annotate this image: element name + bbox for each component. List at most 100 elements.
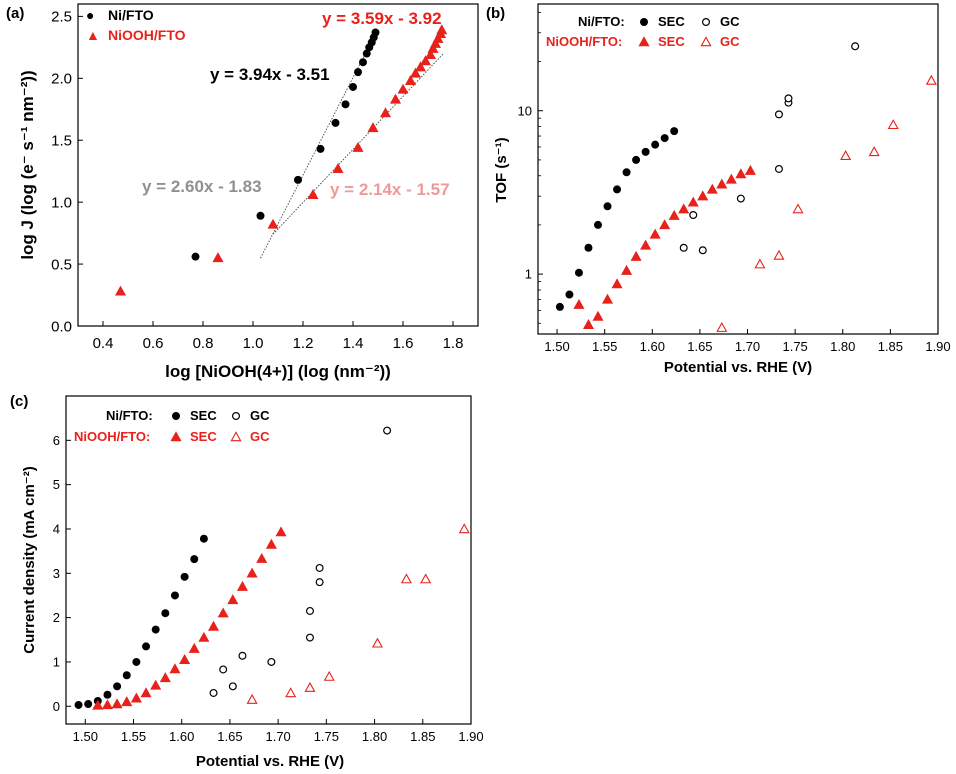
b-point-niooh-fto-gc (840, 150, 852, 161)
c-point-niooh-fto-sec (140, 687, 152, 698)
y-tick-label: 3 (53, 566, 60, 581)
b-point-ni-fto-sec (584, 243, 593, 252)
x-tick-label: 1.60 (169, 729, 194, 744)
c-point-niooh-fto-sec (130, 692, 142, 703)
y-tick-label: 1 (525, 267, 532, 282)
c-point-niooh-fto-sec (208, 620, 220, 631)
c-point-ni-fto-sec (122, 671, 131, 680)
b-point-niooh-fto-sec (735, 168, 747, 179)
c-point-niooh-fto-sec (92, 699, 104, 710)
b-point-niooh-fto-sec (668, 209, 680, 220)
x-tick-label: 1.80 (362, 729, 387, 744)
panel-label-a: (a) (6, 5, 24, 22)
c-point-ni-fto-gc (267, 657, 276, 666)
a-point-ni-fto (294, 175, 303, 184)
c-legend-marker-niooh-sec (170, 431, 182, 442)
legend-b-row2-label: NiOOH/FTO: (546, 34, 622, 49)
b-legend-marker-niooh-sec (638, 36, 650, 47)
c-legend-marker-niooh-gc (230, 431, 242, 442)
c-point-ni-fto-sec (190, 555, 199, 564)
a-point-niooh-fto (409, 67, 422, 78)
c-point-niooh-fto-sec (246, 567, 258, 578)
b-point-niooh-fto-sec (744, 164, 756, 175)
c-point-ni-fto-sec (151, 625, 160, 634)
legend-a: ● Ni/FTO ▲ NiOOH/FTO (86, 7, 186, 43)
a-point-ni-fto (359, 58, 368, 67)
legend-b: Ni/FTO: NiOOH/FTO: SEC GC SEC GC (546, 14, 740, 49)
x-tick-label: 1.70 (735, 339, 760, 354)
x-tick-label: 1.8 (443, 335, 464, 352)
c-point-niooh-fto-sec (256, 552, 268, 563)
c-point-ni-fto-sec (84, 700, 93, 709)
a-point-niooh-fto (267, 218, 279, 229)
x-axis-label-b: Potential vs. RHE (V) (664, 359, 812, 376)
a-point-niooh-fto (332, 162, 344, 173)
b-point-ni-fto-gc (851, 42, 860, 51)
fit-equation-pink: y = 2.14x - 1.57 (330, 180, 450, 199)
c-point-ni-fto-sec (132, 657, 141, 666)
y-tick-label: 0.5 (51, 256, 72, 273)
b-point-ni-fto-gc (679, 243, 688, 252)
c-point-niooh-fto-sec (198, 631, 210, 642)
legend-c-sec-1: SEC (190, 408, 217, 423)
c-point-ni-fto-sec (161, 609, 170, 618)
x-tick-label: 1.75 (314, 729, 339, 744)
b-point-niooh-fto-sec (678, 203, 690, 214)
c-legend-marker-ni-gc (232, 412, 241, 421)
y-axis-label-b: TOF (s⁻¹) (493, 137, 510, 202)
c-point-niooh-fto-sec (217, 607, 229, 618)
a-point-ni-fto (191, 252, 200, 261)
legend-c-row1-label: Ni/FTO: (106, 408, 153, 423)
b-point-ni-fto-sec (565, 290, 574, 299)
b-point-ni-fto-sec (603, 202, 612, 211)
c-point-niooh-fto-sec (179, 653, 191, 664)
x-tick-label: 1.50 (73, 729, 98, 744)
c-point-ni-fto-gc (315, 578, 324, 587)
y-tick-label: 0.0 (51, 318, 72, 335)
b-point-niooh-fto-gc (887, 119, 899, 130)
c-point-niooh-fto-sec (150, 679, 162, 690)
legend-c-gc-1: GC (250, 408, 270, 423)
b-point-niooh-fto-sec (716, 178, 728, 189)
a-point-ni-fto (354, 68, 363, 77)
y-tick-label: 2.5 (51, 9, 72, 26)
y-axis-label-c: Current density (mA cm⁻²) (21, 466, 38, 653)
b-point-niooh-fto-gc (792, 203, 804, 214)
x-tick-label: 1.6 (393, 335, 414, 352)
c-point-ni-fto-gc (238, 651, 247, 660)
x-tick-label: 1.90 (925, 339, 950, 354)
y-axis-label-a: log J (log (e⁻ s⁻¹ nm⁻²)) (18, 70, 37, 259)
b-point-niooh-fto-sec (630, 250, 642, 261)
x-tick-label: 1.2 (293, 335, 314, 352)
x-tick-label: 0.8 (193, 335, 214, 352)
x-axis-label-c: Potential vs. RHE (V) (196, 753, 344, 770)
x-tick-label: 1.75 (782, 339, 807, 354)
c-point-niooh-fto-gc (246, 693, 258, 704)
b-point-ni-fto-sec (660, 134, 669, 143)
legend-b-sec-1: SEC (658, 14, 685, 29)
legend-b-gc-2: GC (720, 34, 740, 49)
y-tick-label: 4 (53, 522, 60, 537)
b-point-niooh-fto-sec (659, 219, 671, 230)
c-point-niooh-fto-sec (121, 696, 133, 707)
fit-equation-grey: y = 2.60x - 1.83 (142, 177, 262, 196)
a-point-niooh-fto (427, 42, 439, 53)
b-point-ni-fto-sec (613, 185, 622, 194)
c-point-niooh-fto-gc (285, 687, 297, 698)
c-point-niooh-fto-gc (400, 573, 412, 584)
c-point-niooh-fto-gc (420, 573, 432, 584)
b-point-niooh-fto-sec (592, 310, 604, 321)
a-point-ni-fto (349, 82, 358, 91)
a-point-niooh-fto (389, 93, 402, 104)
x-tick-label: 1.85 (410, 729, 435, 744)
c-point-ni-fto-sec (103, 690, 112, 699)
panel-label-c: (c) (10, 393, 28, 410)
c-point-ni-fto-sec (199, 534, 208, 543)
b-point-ni-fto-sec (670, 127, 679, 136)
b-point-niooh-fto-gc (868, 146, 880, 157)
x-tick-label: 1.60 (640, 339, 665, 354)
a-point-ni-fto (316, 144, 325, 153)
b-point-niooh-fto-gc (716, 321, 728, 332)
c-point-ni-fto-gc (305, 633, 314, 642)
